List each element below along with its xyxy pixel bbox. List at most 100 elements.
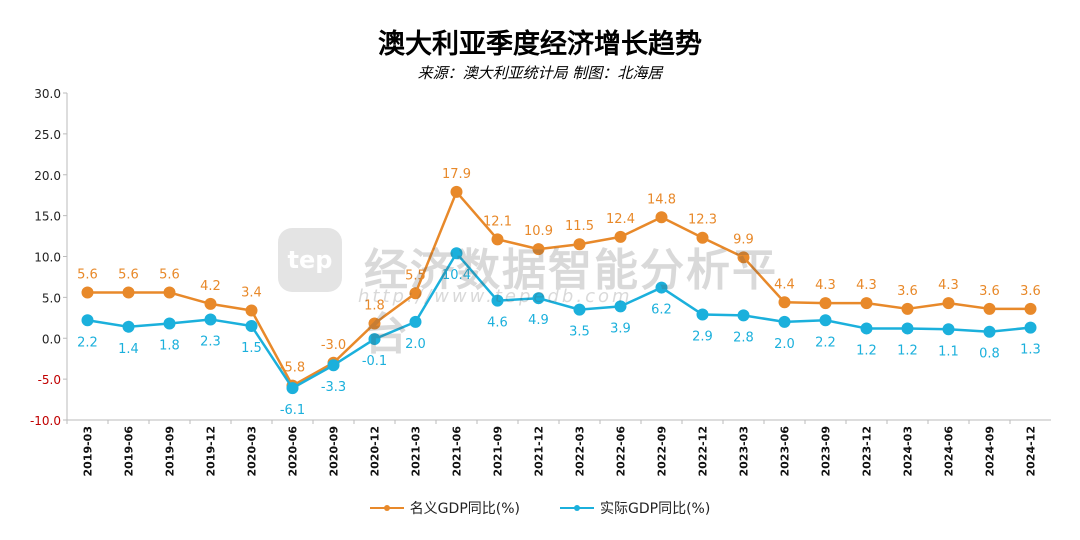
x-tick-label: 2024-03 [902,426,915,477]
data-label-nominal: 4.4 [774,277,795,292]
data-label-nominal: 3.6 [1020,284,1041,299]
data-point-nominal [532,243,545,256]
data-label-real: 2.0 [774,337,795,352]
data-label-nominal: 4.2 [200,279,221,294]
legend-swatch-real [560,502,594,514]
data-point-nominal [81,286,94,299]
data-label-real: 6.2 [651,303,672,318]
data-label-nominal: 10.9 [524,224,553,239]
data-label-real: 1.5 [241,341,262,356]
data-label-real: 10.4 [442,268,471,283]
data-label-nominal: 11.5 [565,219,594,234]
data-point-nominal [1024,302,1037,315]
data-point-nominal [942,297,955,310]
chart-subtitle: 来源：澳大利亚统计局 制图：北海居 [417,64,663,82]
y-tick-label: 20.0 [34,169,61,183]
y-tick-label: 15.0 [34,210,61,224]
data-label-real: 3.5 [569,325,590,340]
x-tick-label: 2022-03 [574,426,587,477]
data-point-nominal [983,302,996,315]
legend-swatch-nominal [369,502,404,514]
data-label-real: 3.9 [610,321,631,336]
data-label-nominal: 12.4 [606,212,635,227]
legend-label-nominal: 名义GDP同比(%) [409,501,520,517]
y-tick-label: -5.0 [38,373,61,387]
x-tick-label: 2023-09 [820,426,833,477]
y-tick-label: 0.0 [42,332,61,346]
data-point-real [368,333,381,346]
x-tick-label: 2023-06 [779,426,792,477]
data-label-real: -0.1 [362,354,387,369]
y-tick-label: -10.0 [30,414,61,428]
data-label-nominal: 9.9 [733,232,754,247]
y-tick-label: 25.0 [34,128,61,142]
x-tick-label: 2022-09 [656,426,669,477]
data-label-real: 4.9 [528,313,549,328]
data-point-real [286,382,299,395]
data-label-nominal: 5.6 [77,267,98,282]
data-point-nominal [409,287,422,300]
data-label-nominal: 12.1 [483,214,512,229]
y-tick-label: 10.0 [34,251,61,265]
data-point-real [327,359,340,372]
data-label-nominal: 4.3 [815,278,836,293]
x-tick-label: 2019-09 [164,426,177,477]
data-point-nominal [491,233,504,246]
data-point-real [696,308,709,321]
data-point-nominal [368,317,381,330]
data-point-nominal [778,296,791,309]
data-point-real [81,314,94,327]
data-point-real [942,323,955,336]
x-tick-label: 2024-06 [943,426,956,477]
data-label-nominal: 17.9 [442,167,471,182]
data-label-nominal: 4.3 [938,278,959,293]
data-point-real [163,317,176,330]
data-label-nominal: 1.8 [364,299,385,314]
data-label-nominal: 3.6 [979,284,1000,299]
data-label-real: 1.8 [159,339,180,354]
data-point-nominal [901,302,914,315]
data-label-real: 1.3 [1020,343,1041,358]
data-point-real [655,281,668,294]
data-label-real: 2.8 [733,330,754,345]
data-point-nominal [696,231,709,244]
data-point-nominal [655,211,668,224]
data-point-real [450,247,463,260]
data-label-real: 1.1 [938,344,959,359]
data-label-real: 2.9 [692,330,713,345]
data-point-real [614,300,627,313]
legend-item-real[interactable]: 实际GDP同比(%) [560,498,710,518]
legend-label-real: 实际GDP同比(%) [600,501,711,517]
x-tick-label: 2021-09 [492,426,505,477]
data-label-real: 1.4 [118,342,139,357]
data-point-nominal [737,251,750,264]
x-tick-label: 2021-06 [451,426,464,477]
data-point-real [901,322,914,335]
y-tick-label: 30.0 [34,87,61,101]
data-point-nominal [614,230,627,243]
legend-item-nominal[interactable]: 名义GDP同比(%) [369,498,520,518]
series-line-real [87,251,1031,390]
data-point-real [778,315,791,328]
data-label-nominal: -3.0 [321,338,346,353]
data-label-nominal: 12.3 [688,213,717,228]
data-label-nominal: 4.3 [856,278,877,293]
data-point-nominal [122,286,135,299]
data-label-real: 2.2 [815,335,836,350]
data-label-real: 2.3 [200,334,221,349]
data-label-real: 2.2 [77,335,98,350]
x-tick-label: 2024-12 [1025,426,1038,477]
data-label-nominal: 5.6 [118,267,139,282]
data-point-real [491,294,504,307]
data-point-nominal [573,238,586,251]
data-label-real: 1.2 [897,343,918,358]
x-tick-label: 2021-03 [410,426,423,477]
data-point-real [245,319,258,332]
x-tick-label: 2022-12 [697,426,710,477]
data-label-real: -6.1 [280,403,305,418]
data-point-real [860,322,873,335]
data-point-nominal [819,297,832,310]
data-label-nominal: 3.6 [897,284,918,299]
data-label-real: 2.0 [405,337,426,352]
